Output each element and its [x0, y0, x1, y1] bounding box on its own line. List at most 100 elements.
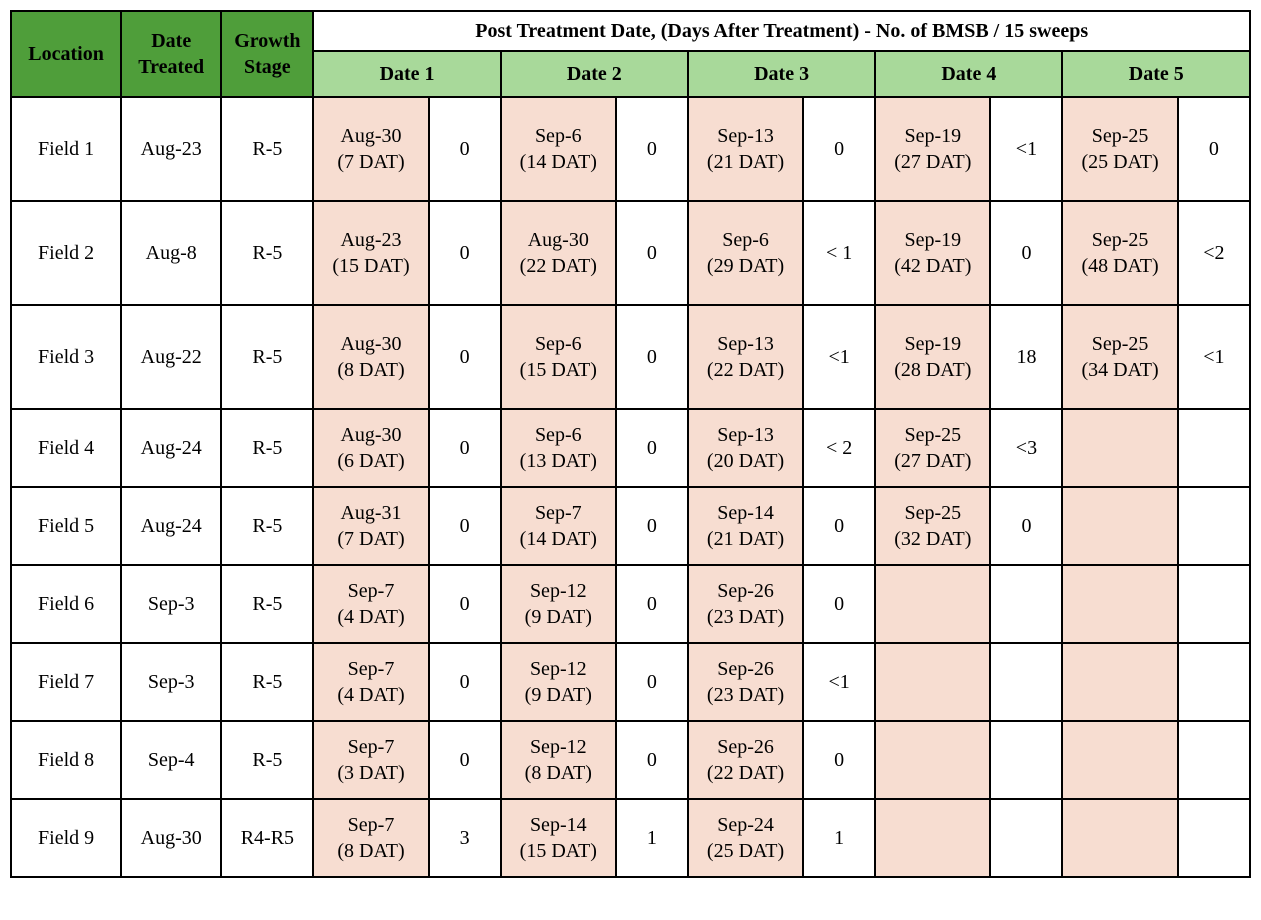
cell-date1-line2: (15 DAT)	[316, 253, 425, 279]
cell-value3: <1	[803, 305, 875, 409]
cell-date2-line2: (22 DAT)	[504, 253, 613, 279]
cell-date2-line2: (15 DAT)	[504, 357, 613, 383]
cell-date3-line2: (23 DAT)	[691, 604, 800, 630]
header-date5: Date 5	[1062, 51, 1250, 97]
cell-growth-stage: R-5	[221, 305, 313, 409]
cell-date1: Aug-30(8 DAT)	[313, 305, 428, 409]
cell-date2: Sep-7(14 DAT)	[501, 487, 616, 565]
cell-date5	[1062, 565, 1177, 643]
cell-date2-line1: Aug-30	[504, 227, 613, 253]
cell-value3: 0	[803, 97, 875, 201]
cell-date4: Sep-25(27 DAT)	[875, 409, 990, 487]
cell-date4-line2: (32 DAT)	[878, 526, 987, 552]
header-date-treated: Date Treated	[121, 11, 221, 97]
cell-date2: Aug-30(22 DAT)	[501, 201, 616, 305]
header-post-treatment: Post Treatment Date, (Days After Treatme…	[313, 11, 1250, 51]
cell-date1: Aug-23(15 DAT)	[313, 201, 428, 305]
cell-date3-line2: (22 DAT)	[691, 357, 800, 383]
cell-value5	[1178, 643, 1250, 721]
cell-date1-line2: (3 DAT)	[316, 760, 425, 786]
cell-date5	[1062, 721, 1177, 799]
cell-growth-stage: R-5	[221, 721, 313, 799]
cell-value2: 0	[616, 565, 688, 643]
cell-value4: 18	[990, 305, 1062, 409]
header-growth-stage-l2: Stage	[224, 54, 310, 80]
cell-value4	[990, 721, 1062, 799]
cell-date-treated: Aug-24	[121, 409, 221, 487]
cell-date1: Sep-7(8 DAT)	[313, 799, 428, 877]
table-row: Field 2Aug-8R-5Aug-23(15 DAT)0Aug-30(22 …	[11, 201, 1250, 305]
header-growth-stage: Growth Stage	[221, 11, 313, 97]
cell-growth-stage: R-5	[221, 565, 313, 643]
cell-date5: Sep-25(25 DAT)	[1062, 97, 1177, 201]
cell-value5	[1178, 799, 1250, 877]
cell-value3: 0	[803, 721, 875, 799]
cell-value3: 0	[803, 487, 875, 565]
cell-value3: < 2	[803, 409, 875, 487]
cell-date-treated: Aug-8	[121, 201, 221, 305]
cell-location: Field 1	[11, 97, 121, 201]
cell-date1: Aug-30(6 DAT)	[313, 409, 428, 487]
cell-date4: Sep-25(32 DAT)	[875, 487, 990, 565]
cell-date2-line2: (14 DAT)	[504, 526, 613, 552]
cell-date2: Sep-12(8 DAT)	[501, 721, 616, 799]
table-row: Field 9Aug-30R4-R5Sep-7(8 DAT)3Sep-14(15…	[11, 799, 1250, 877]
cell-date2-line2: (13 DAT)	[504, 448, 613, 474]
cell-value5: 0	[1178, 97, 1250, 201]
cell-date3: Sep-26(22 DAT)	[688, 721, 803, 799]
table-row: Field 1Aug-23R-5Aug-30(7 DAT)0Sep-6(14 D…	[11, 97, 1250, 201]
cell-date5: Sep-25(34 DAT)	[1062, 305, 1177, 409]
header-date1: Date 1	[313, 51, 500, 97]
cell-value5: <1	[1178, 305, 1250, 409]
cell-value5	[1178, 721, 1250, 799]
cell-date3-line1: Sep-26	[691, 578, 800, 604]
cell-value4: 0	[990, 201, 1062, 305]
cell-date3-line2: (21 DAT)	[691, 526, 800, 552]
cell-date2-line1: Sep-6	[504, 422, 613, 448]
cell-date3: Sep-14(21 DAT)	[688, 487, 803, 565]
cell-date3-line2: (23 DAT)	[691, 682, 800, 708]
cell-date2: Sep-14(15 DAT)	[501, 799, 616, 877]
bmsb-treatment-table: Location Date Treated Growth Stage Post …	[10, 10, 1251, 878]
cell-date1-line1: Aug-30	[316, 331, 425, 357]
cell-date5: Sep-25(48 DAT)	[1062, 201, 1177, 305]
cell-value2: 1	[616, 799, 688, 877]
cell-date1-line1: Aug-23	[316, 227, 425, 253]
cell-date1: Aug-30(7 DAT)	[313, 97, 428, 201]
cell-location: Field 7	[11, 643, 121, 721]
cell-date5	[1062, 409, 1177, 487]
cell-date2-line1: Sep-12	[504, 578, 613, 604]
cell-date3: Sep-24(25 DAT)	[688, 799, 803, 877]
cell-date1-line2: (7 DAT)	[316, 526, 425, 552]
cell-date1-line2: (8 DAT)	[316, 838, 425, 864]
cell-date2: Sep-6(13 DAT)	[501, 409, 616, 487]
cell-growth-stage: R-5	[221, 409, 313, 487]
cell-value4: <1	[990, 97, 1062, 201]
cell-value4: 0	[990, 487, 1062, 565]
cell-value3: < 1	[803, 201, 875, 305]
cell-date4	[875, 799, 990, 877]
header-date2: Date 2	[501, 51, 688, 97]
cell-date4-line2: (27 DAT)	[878, 149, 987, 175]
cell-date1-line1: Aug-30	[316, 422, 425, 448]
cell-location: Field 8	[11, 721, 121, 799]
cell-location: Field 4	[11, 409, 121, 487]
cell-date1: Sep-7(4 DAT)	[313, 565, 428, 643]
cell-date5-line2: (34 DAT)	[1065, 357, 1174, 383]
cell-value1: 0	[429, 721, 501, 799]
header-row-1: Location Date Treated Growth Stage Post …	[11, 11, 1250, 51]
cell-value5: <2	[1178, 201, 1250, 305]
cell-date1-line1: Aug-31	[316, 500, 425, 526]
cell-date1-line1: Sep-7	[316, 734, 425, 760]
cell-date3-line2: (21 DAT)	[691, 149, 800, 175]
cell-date3-line1: Sep-6	[691, 227, 800, 253]
cell-date3-line1: Sep-26	[691, 734, 800, 760]
cell-value2: 0	[616, 643, 688, 721]
cell-value2: 0	[616, 721, 688, 799]
cell-date3: Sep-13(21 DAT)	[688, 97, 803, 201]
cell-date4	[875, 643, 990, 721]
cell-date4-line1: Sep-25	[878, 422, 987, 448]
header-date3: Date 3	[688, 51, 875, 97]
cell-date1-line1: Sep-7	[316, 812, 425, 838]
cell-value1: 3	[429, 799, 501, 877]
